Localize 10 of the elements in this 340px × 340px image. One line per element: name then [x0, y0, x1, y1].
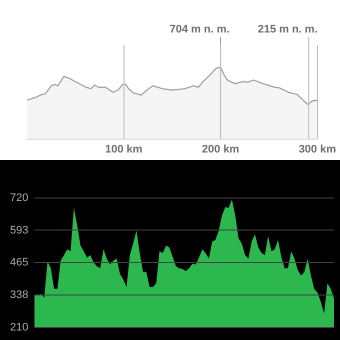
y-tick-label: 593	[10, 224, 28, 236]
y-tick-label: 720	[10, 192, 28, 204]
y-tick-label: 210	[10, 321, 28, 334]
ref-line-label: 704 m n. m.	[170, 24, 230, 36]
x-tick-label: 200 km	[202, 143, 240, 156]
ref-line-label: 215 m n. m.	[258, 24, 318, 36]
y-tick-label: 465	[10, 256, 28, 269]
x-tick-label: 300 km	[298, 143, 336, 156]
x-tick-label: 100 km	[105, 143, 143, 156]
y-tick-label: 338	[10, 288, 28, 301]
